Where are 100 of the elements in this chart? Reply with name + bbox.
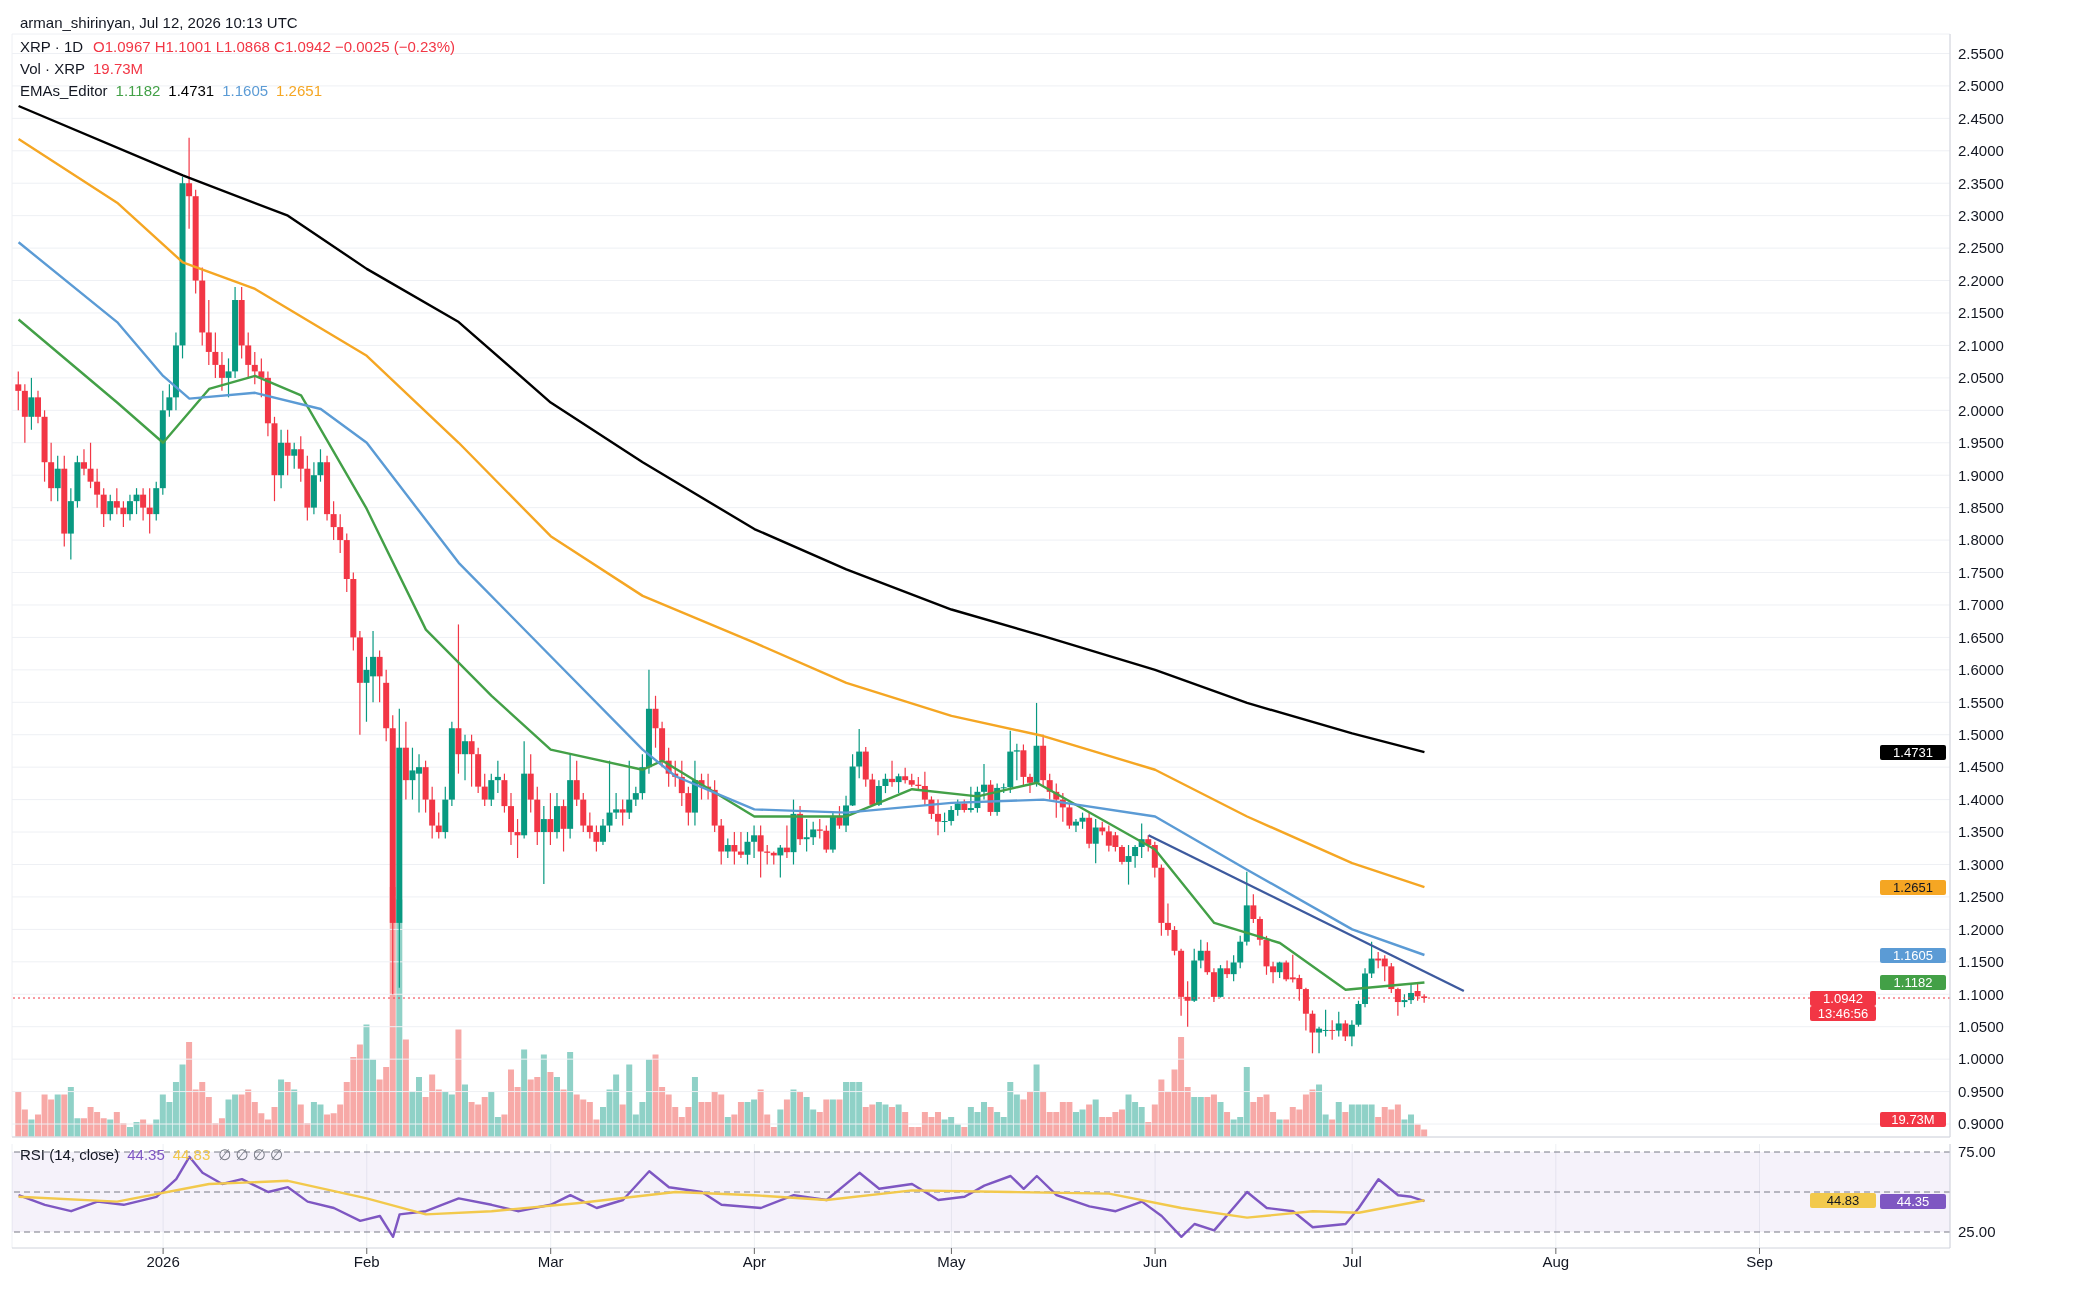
candlestick [1204, 941, 1211, 976]
candlestick [330, 500, 337, 541]
candlestick [245, 331, 252, 379]
candlestick [87, 442, 94, 489]
bar [790, 1089, 797, 1137]
candlestick [297, 435, 304, 483]
candlestick [218, 351, 225, 392]
candlestick [751, 824, 758, 859]
line-series [17, 104, 1426, 754]
y-tick-label: 1.3000 [1958, 855, 2004, 873]
text: 1.1605 [222, 82, 269, 99]
candlestick [1171, 925, 1178, 956]
bar [54, 1094, 61, 1137]
y-tick-label: 1.5000 [1958, 726, 2004, 744]
text: 1.2651 [276, 82, 322, 99]
candlestick [225, 357, 232, 398]
line-series [17, 137, 1426, 889]
bar [540, 1054, 547, 1137]
text: 44.35 [127, 1146, 165, 1163]
candlestick [1224, 959, 1231, 979]
candlestick [816, 818, 823, 840]
annotation: 1.1182 [1880, 974, 1946, 990]
candlestick [547, 792, 554, 846]
bar [691, 1077, 698, 1137]
y-tick-label: 1.6500 [1958, 628, 2004, 646]
x-tick-label: Apr [742, 1252, 767, 1270]
x-tick-label: Aug [1542, 1252, 1570, 1270]
bar [284, 1082, 291, 1137]
candlestick [284, 429, 291, 476]
candlestick [967, 786, 974, 814]
candlestick [1368, 941, 1375, 979]
candlestick [613, 792, 620, 820]
bar [797, 1092, 804, 1137]
x-tick-label: Jun [1143, 1252, 1168, 1270]
annotation: EMAs_Editor [20, 82, 108, 99]
candlestick [186, 137, 193, 230]
chart-title: Vol · XRP [20, 60, 86, 77]
y-tick-label: 2.3000 [1958, 207, 2004, 224]
candlestick [803, 818, 810, 853]
candlestick [120, 500, 127, 528]
candlestick [113, 487, 120, 515]
candlestick [573, 760, 580, 807]
y-tick-label: 0.9500 [1958, 1082, 2004, 1100]
candlestick [935, 799, 942, 836]
y-tick-label: 2.1000 [1958, 336, 2004, 354]
candlestick [685, 786, 692, 827]
candlestick [981, 763, 987, 801]
y-tick-label: 1.8000 [1958, 531, 2004, 549]
candlestick [317, 448, 324, 483]
y-tick-label: 1.1000 [1958, 985, 2004, 1003]
bar [1335, 1102, 1342, 1137]
bar [1033, 1064, 1040, 1137]
candlestick [1237, 935, 1244, 969]
bar [567, 1052, 574, 1137]
candlestick [107, 494, 114, 522]
candlestick [889, 760, 896, 788]
candlestick [291, 442, 298, 470]
candlestick [166, 383, 173, 418]
candlestick [1013, 743, 1020, 781]
bar [61, 1094, 68, 1137]
candlestick [632, 786, 639, 807]
y-tick-label: 2.0000 [1958, 401, 2004, 419]
candlestick [100, 487, 107, 528]
candlestick [1118, 844, 1125, 866]
y-tick-label: 1.9000 [1958, 466, 2004, 484]
x-tick-label: Feb [353, 1252, 380, 1270]
candlestick [251, 351, 258, 385]
y-tick-label: 1.7000 [1958, 596, 2004, 614]
text: 44.83 [172, 1146, 211, 1163]
candlestick [146, 487, 153, 535]
candlestick [948, 805, 955, 827]
y-tick-label: 2.4500 [1958, 109, 2004, 127]
y-tick-label: 1.2500 [1958, 888, 2004, 906]
y-tick-label: 1.0500 [1958, 1018, 2004, 1036]
bar [889, 1107, 896, 1137]
candlestick [737, 831, 744, 859]
y-tick-label: 2.3500 [1958, 174, 2004, 192]
candlestick [593, 824, 600, 853]
bar [462, 1084, 469, 1137]
y-tick-label: 1.1500 [1958, 953, 2004, 971]
candlestick [626, 760, 633, 820]
candlestick [488, 773, 495, 807]
candlestick [895, 773, 902, 794]
annotation: 1.4731 [1880, 744, 1946, 760]
candlestick [133, 487, 140, 515]
text: 1.4731 [168, 82, 215, 99]
bar [553, 1077, 560, 1137]
bar [1092, 1099, 1099, 1137]
x-tick-label: Mar [537, 1252, 564, 1270]
bar [560, 1089, 567, 1137]
y-tick-label: 1.8500 [1958, 498, 2004, 516]
candlestick [1230, 954, 1237, 982]
candlestick [757, 824, 764, 879]
bar [836, 1099, 843, 1137]
y-tick-label: 25.00 [1958, 1223, 1996, 1241]
ref-line-label: 1.0942 [1810, 990, 1876, 1006]
candlestick [28, 377, 35, 431]
candlestick [1197, 939, 1204, 969]
candlestick [1329, 1019, 1336, 1041]
y-tick-label: 1.9500 [1958, 434, 2004, 452]
